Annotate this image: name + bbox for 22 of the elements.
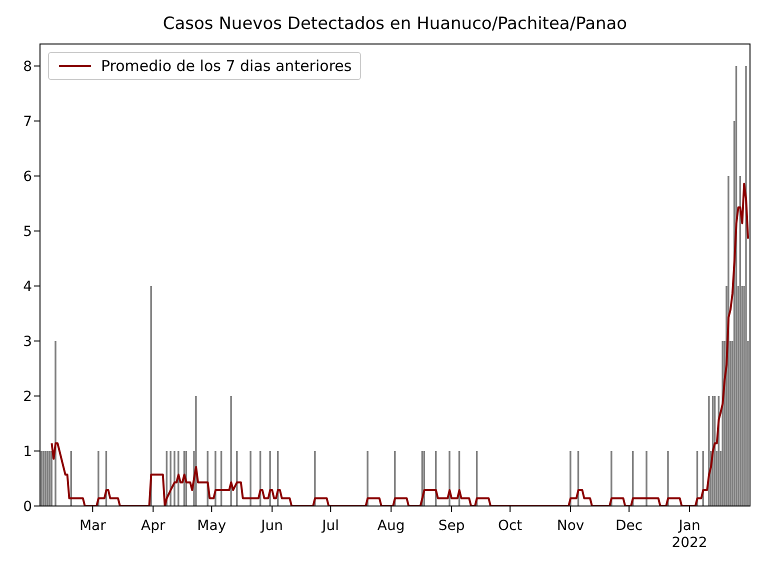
legend-label: Promedio de los 7 dias anteriores xyxy=(101,57,352,75)
x-tick-label: Nov xyxy=(556,518,584,534)
y-tick-label: 0 xyxy=(23,498,32,515)
x-tick-label: Jan 2022 xyxy=(672,518,708,551)
x-tick-label: Apr xyxy=(141,518,166,534)
chart-title: Casos Nuevos Detectados en Huanuco/Pachitea/Panao xyxy=(162,14,628,34)
x-tick-label: Sep xyxy=(438,518,465,534)
y-tick-label: 2 xyxy=(23,388,32,405)
x-tick-label: Jul xyxy=(321,518,340,534)
y-tick-label: 1 xyxy=(23,444,32,460)
y-tick-label: 3 xyxy=(23,334,32,350)
x-tick-label: Aug xyxy=(377,518,405,534)
x-tick-label: Mar xyxy=(79,518,106,534)
x-tick-label: Oct xyxy=(498,518,523,534)
x-tick-label: May xyxy=(197,518,226,534)
y-tick-label: 4 xyxy=(23,278,32,295)
y-tick-label: 7 xyxy=(23,114,32,130)
y-tick-label: 6 xyxy=(23,168,32,185)
x-tick-label: Jun xyxy=(260,518,284,534)
x-tick-label: Dec xyxy=(616,518,643,534)
y-tick-label: 8 xyxy=(23,58,32,75)
y-tick-label: 5 xyxy=(23,224,32,240)
